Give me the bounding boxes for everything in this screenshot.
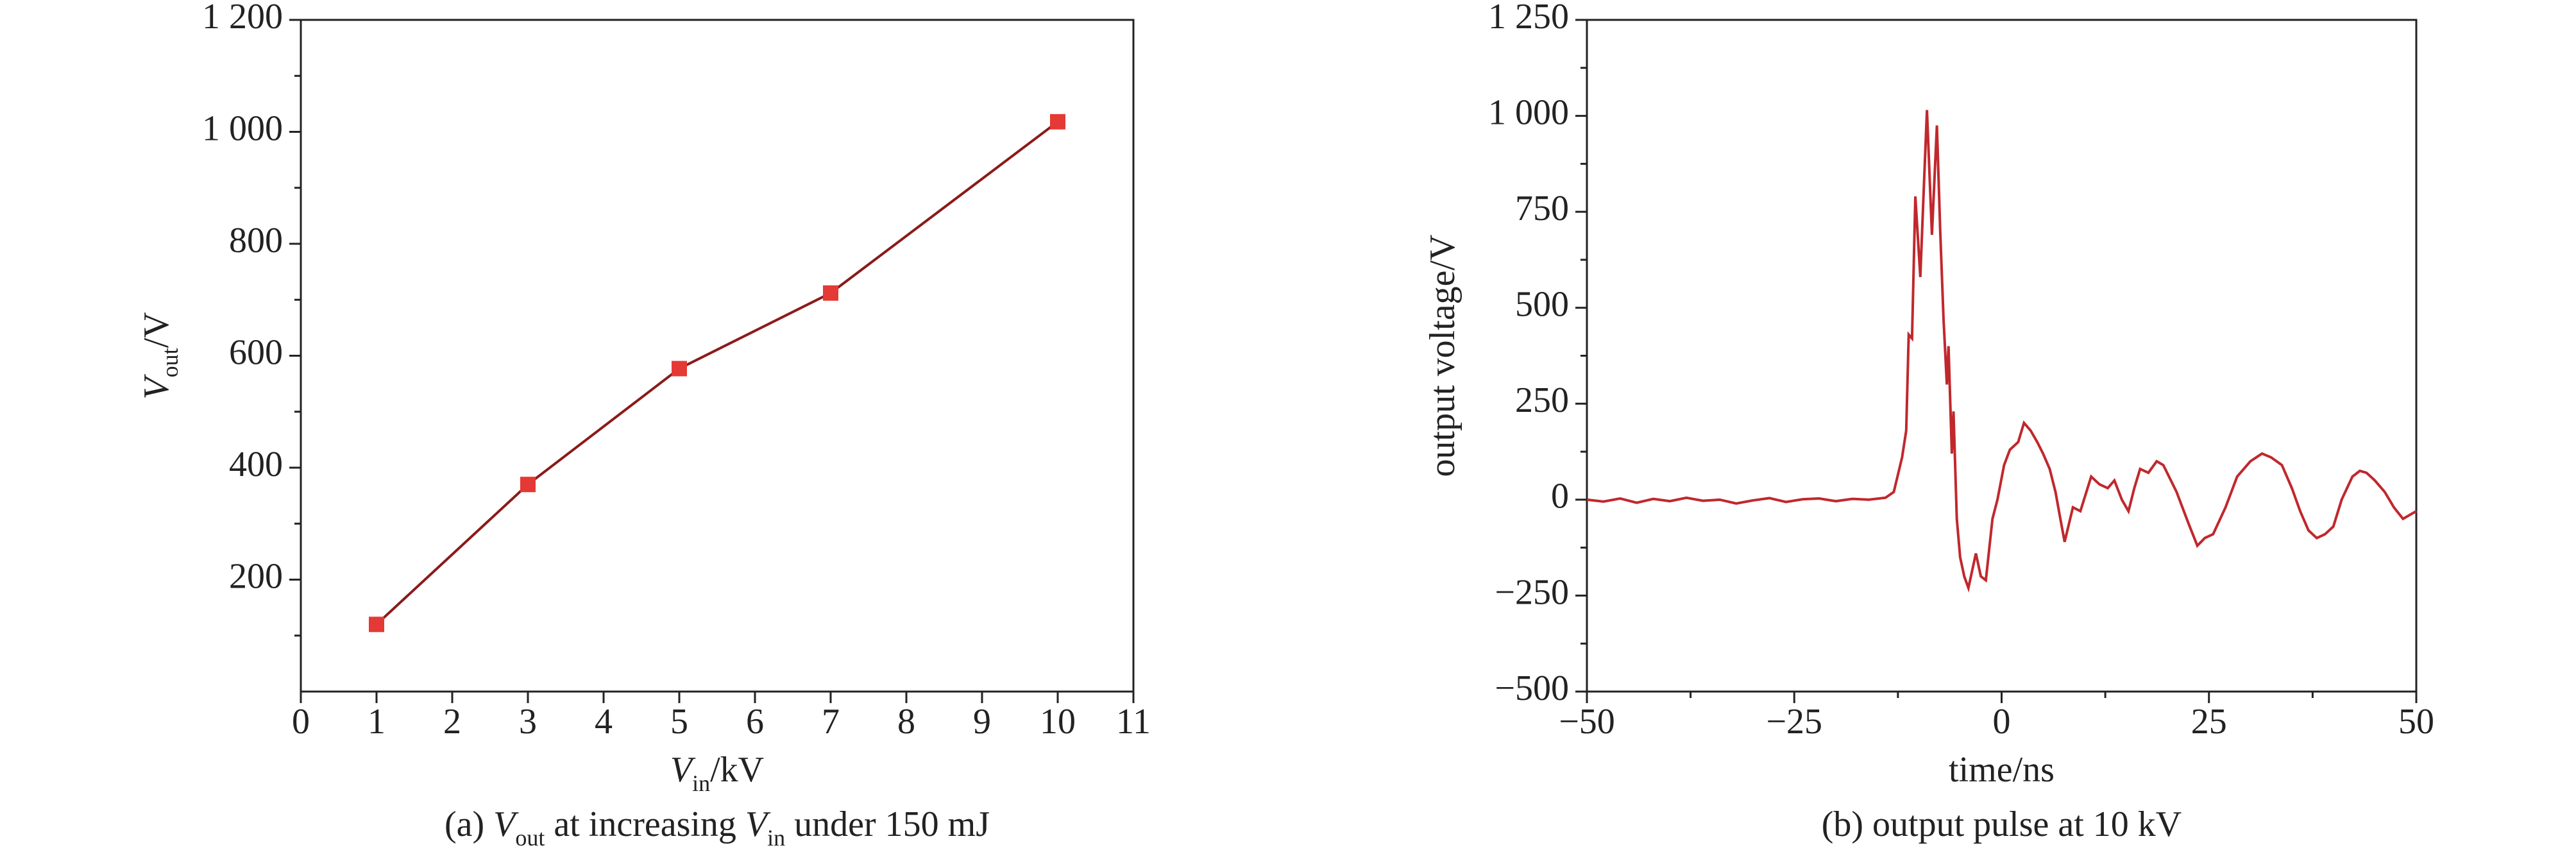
x-tick-label: −50 <box>1559 702 1615 742</box>
marker <box>823 285 838 301</box>
data-line <box>1586 110 2418 593</box>
label-part: V <box>745 804 771 844</box>
marker <box>520 477 536 493</box>
label-part: (b) output pulse at 10 kV <box>1822 804 2182 844</box>
marker <box>672 361 687 377</box>
label-part: /kV <box>710 750 764 790</box>
x-tick-label: 6 <box>746 702 764 742</box>
caption: (a) Vout at increasing Vin under 150 mJ <box>445 804 990 851</box>
label-part: V <box>670 750 696 790</box>
caption: (b) output pulse at 10 kV <box>1822 804 2182 844</box>
y-tick-label: 1 200 <box>202 0 283 37</box>
x-tick-label: 7 <box>822 702 840 742</box>
x-tick-label: 0 <box>292 702 310 742</box>
x-tick-label: 8 <box>897 702 915 742</box>
x-tick-label: 11 <box>1116 702 1151 742</box>
x-tick-label: −25 <box>1766 702 1822 742</box>
x-tick-label: 9 <box>973 702 991 742</box>
y-tick-label: 600 <box>229 332 283 372</box>
x-tick-label: 2 <box>443 702 461 742</box>
y-axis-title: output voltage/V <box>1423 235 1462 477</box>
x-tick-label: 10 <box>1040 702 1076 742</box>
label-part: out <box>157 348 183 377</box>
label-part: output voltage/V <box>1423 235 1462 477</box>
x-axis-title: Vin/kV <box>670 750 764 796</box>
x-tick-label: 25 <box>2191 702 2227 742</box>
x-tick-label: 5 <box>670 702 688 742</box>
label-part: (a) <box>445 804 493 844</box>
label-part: in <box>692 770 710 796</box>
marker <box>1050 114 1065 130</box>
label-part: V <box>493 804 519 844</box>
y-tick-label: 1 250 <box>1488 0 1569 37</box>
x-tick-label: 1 <box>368 702 386 742</box>
y-tick-label: 500 <box>1515 285 1569 325</box>
label-part: out <box>515 825 545 851</box>
y-tick-label: −250 <box>1495 572 1569 612</box>
y-tick-label: 400 <box>229 445 283 484</box>
plot-frame <box>1586 19 2418 693</box>
x-tick-label: 0 <box>1993 702 2011 742</box>
y-tick-label: 0 <box>1551 477 1569 516</box>
y-tick-label: −500 <box>1495 668 1569 708</box>
y-tick-label: 750 <box>1515 189 1569 228</box>
y-tick-label: 1 000 <box>1488 92 1569 132</box>
plot-frame <box>300 19 1135 693</box>
y-tick-label: 200 <box>229 556 283 596</box>
y-axis-title: Vout/V <box>137 312 183 399</box>
label-part: in <box>767 825 785 851</box>
label-part: time/ns <box>1949 750 2055 790</box>
x-tick-label: 3 <box>519 702 537 742</box>
label-part: /V <box>137 312 176 348</box>
x-tick-label: 4 <box>595 702 613 742</box>
y-tick-label: 1 000 <box>202 108 283 148</box>
label-part: under 150 mJ <box>785 804 990 844</box>
label-part: at increasing <box>545 804 745 844</box>
data-line <box>375 121 1059 625</box>
x-tick-label: 50 <box>2398 702 2434 742</box>
y-tick-label: 800 <box>229 221 283 260</box>
label-part: V <box>137 374 176 400</box>
x-axis-title: time/ns <box>1949 750 2055 790</box>
y-tick-label: 250 <box>1515 380 1569 420</box>
marker <box>369 617 384 633</box>
